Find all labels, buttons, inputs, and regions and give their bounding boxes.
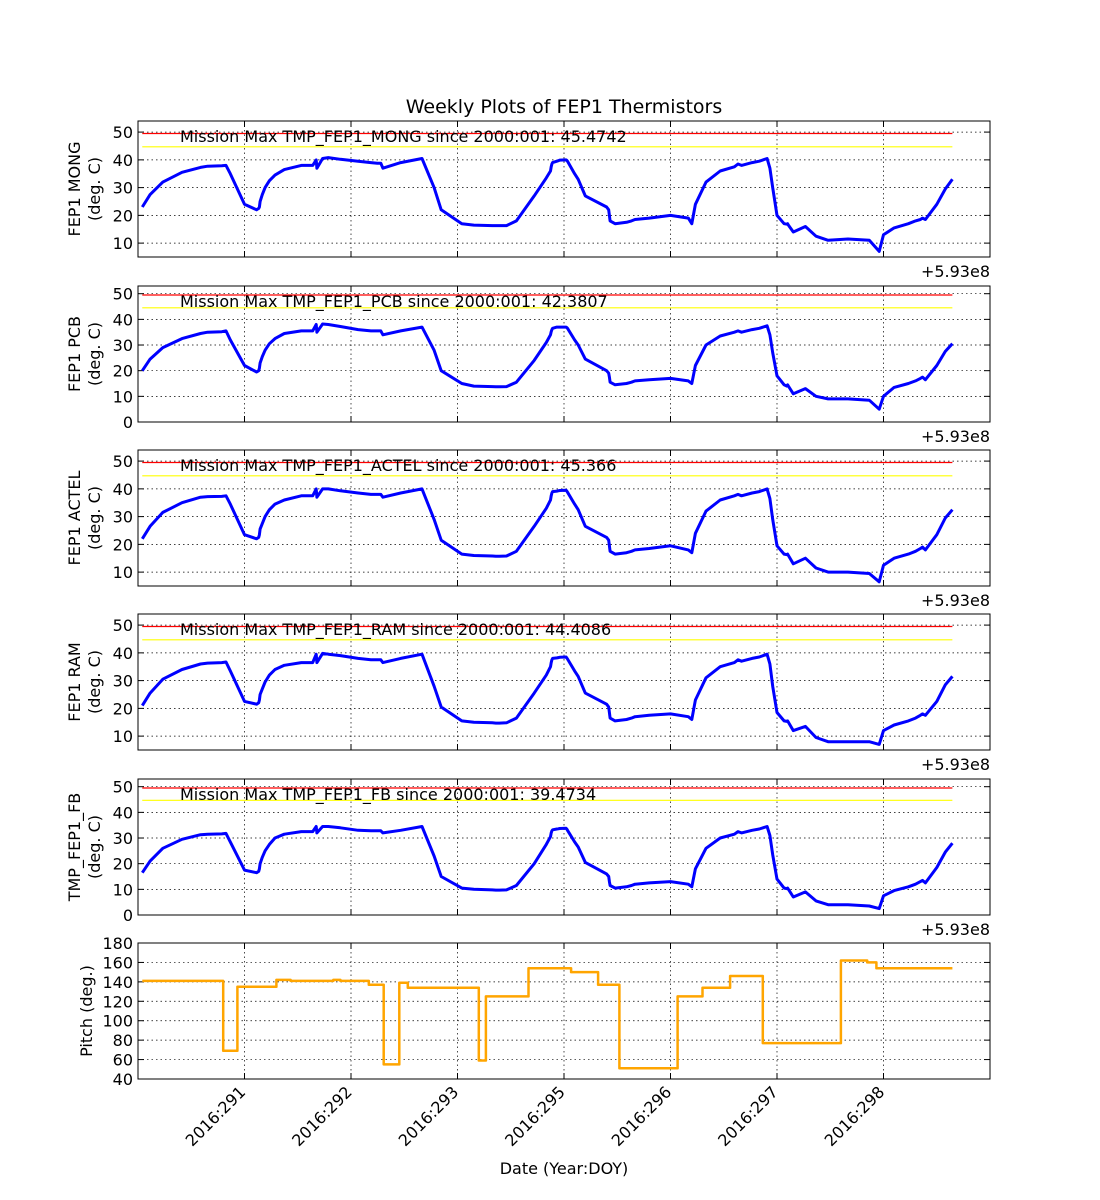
x-offset-label: +5.93e8 xyxy=(921,262,990,281)
y-tick-label: 10 xyxy=(113,563,133,582)
y-tick-label: 120 xyxy=(102,992,133,1011)
y-tick-label: 50 xyxy=(113,616,133,635)
mission-max-annotation: Mission Max TMP_FEP1_FB since 2000:001: … xyxy=(180,785,596,805)
panel-1: 10 20 30 40 50 Mission Max TMP_FEP1_MONG sinc… xyxy=(65,120,991,281)
temperature-series-line xyxy=(141,322,954,411)
panel-5: 0 10 20 30 40 50 Mission Max TMP_FEP1_FB since… xyxy=(65,778,991,939)
y-tick-label: 0 xyxy=(123,906,133,925)
x-offset-label: +5.93e8 xyxy=(921,591,990,610)
y-axis-label: (deg. C) xyxy=(85,815,104,879)
temperature-series-line xyxy=(141,651,954,746)
temperature-series-line xyxy=(141,487,954,584)
y-tick-label: 20 xyxy=(113,699,133,718)
y-tick-label: 10 xyxy=(113,234,133,253)
y-tick-label: 40 xyxy=(113,310,133,329)
y-tick-label: 40 xyxy=(113,1070,133,1089)
y-tick-label: 50 xyxy=(113,123,133,142)
mission-max-annotation: Mission Max TMP_FEP1_RAM since 2000:001:… xyxy=(180,620,611,640)
y-tick-label: 30 xyxy=(113,672,133,691)
panel-3: 10 20 30 40 50 Mission Max TMP_FEP1_ACTEL sin… xyxy=(65,449,991,610)
y-axis-label: (deg. C) xyxy=(85,322,104,386)
y-axis-label: (deg. C) xyxy=(85,486,104,550)
y-tick-label: 50 xyxy=(113,285,133,304)
y-axis-label: TMP_FEP1_FB xyxy=(65,793,85,903)
y-tick-label: 60 xyxy=(113,1051,133,1070)
axes-frame xyxy=(137,613,991,751)
panel-2: 0 10 20 30 40 50 Mission Max TMP_FEP1_PCB sinc… xyxy=(65,285,991,446)
y-tick-label: 40 xyxy=(113,480,133,499)
mission-max-annotation: Mission Max TMP_FEP1_MONG since 2000:001… xyxy=(180,127,627,147)
y-axis-label: FEP1 MONG xyxy=(65,142,84,237)
y-tick-label: 30 xyxy=(113,829,133,848)
x-tick-label: 2016:296 xyxy=(608,1082,676,1150)
y-axis-label: FEP1 PCB xyxy=(65,316,84,392)
x-offset-label: +5.93e8 xyxy=(921,755,990,774)
y-tick-label: 30 xyxy=(113,508,133,527)
axes-frame xyxy=(137,449,991,587)
y-tick-label: 20 xyxy=(113,362,133,381)
x-axis-label: Date (Year:DOY) xyxy=(500,1159,629,1178)
y-axis-label: Pitch (deg.) xyxy=(77,965,96,1057)
x-tick-label: 2016:291 xyxy=(182,1082,250,1150)
panel-4: 10 20 30 40 50 Mission Max TMP_FEP1_RAM since… xyxy=(65,613,991,774)
temperature-series-line xyxy=(141,825,954,911)
x-tick-label: 2016:298 xyxy=(821,1082,889,1150)
y-tick-label: 10 xyxy=(113,880,133,899)
y-tick-label: 50 xyxy=(113,452,133,471)
y-tick-label: 40 xyxy=(113,644,133,663)
y-tick-label: 20 xyxy=(113,535,133,554)
y-axis-label: (deg. C) xyxy=(85,157,104,221)
y-tick-label: 80 xyxy=(113,1031,133,1050)
x-tick-label: 2016:297 xyxy=(714,1082,782,1150)
axes-frame xyxy=(137,120,991,258)
y-tick-label: 40 xyxy=(113,803,133,822)
y-tick-label: 30 xyxy=(113,336,133,355)
x-tick-label: 2016:295 xyxy=(501,1082,569,1150)
axes-frame xyxy=(137,942,991,1080)
x-offset-label: +5.93e8 xyxy=(921,427,990,446)
axes-frame xyxy=(137,285,991,423)
y-axis-label: (deg. C) xyxy=(85,650,104,714)
y-axis-label: FEP1 ACTEL xyxy=(65,470,84,565)
y-tick-label: 40 xyxy=(113,151,133,170)
y-tick-label: 20 xyxy=(113,206,133,225)
panels: 10 20 30 40 50 Mission Max TMP_FEP1_MONG sinc… xyxy=(65,120,991,1089)
y-tick-label: 50 xyxy=(113,778,133,797)
y-tick-label: 140 xyxy=(102,973,133,992)
mission-max-annotation: Mission Max TMP_FEP1_PCB since 2000:001:… xyxy=(180,292,608,312)
x-offset-label: +5.93e8 xyxy=(921,920,990,939)
mission-max-annotation: Mission Max TMP_FEP1_ACTEL since 2000:00… xyxy=(180,456,616,476)
y-tick-label: 100 xyxy=(102,1012,133,1031)
axes-frame xyxy=(137,778,991,916)
x-tick-label: 2016:293 xyxy=(395,1082,463,1150)
x-tick-label: 2016:292 xyxy=(288,1082,356,1150)
y-tick-label: 160 xyxy=(102,953,133,972)
y-tick-label: 10 xyxy=(113,727,133,746)
x-tick-labels: 2016:291 2016:292 2016:293 2016:295 2016:296… xyxy=(182,1082,889,1150)
y-tick-label: 180 xyxy=(102,934,133,953)
y-tick-label: 20 xyxy=(113,855,133,874)
pitch-series-line xyxy=(142,959,953,1070)
temperature-series-line xyxy=(141,156,954,253)
y-tick-label: 0 xyxy=(123,413,133,432)
y-axis-label: FEP1 RAM xyxy=(65,642,84,721)
y-tick-label: 30 xyxy=(113,179,133,198)
chart-title: Weekly Plots of FEP1 Thermistors xyxy=(406,96,723,118)
y-tick-label: 10 xyxy=(113,387,133,406)
